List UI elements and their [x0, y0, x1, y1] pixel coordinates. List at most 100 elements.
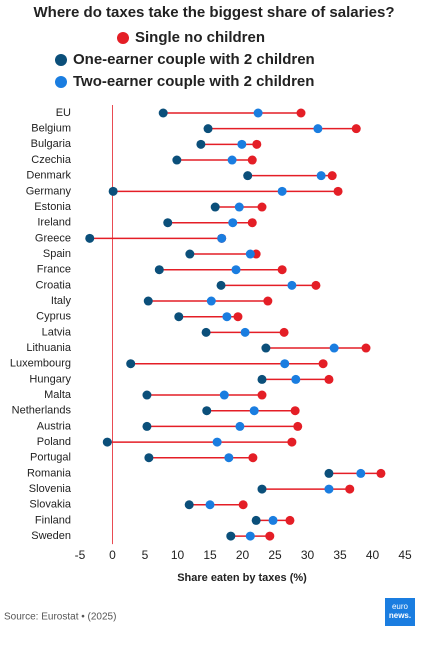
x-tick-label: 10 [171, 548, 185, 562]
legend-marker [117, 32, 129, 44]
dot [216, 280, 226, 290]
dot [224, 453, 234, 463]
category-label: Hungary [29, 373, 71, 385]
dot [333, 186, 343, 196]
category-label: Spain [43, 248, 71, 260]
x-tick-label: 15 [203, 548, 217, 562]
dot [345, 484, 355, 494]
dot [293, 421, 303, 431]
dot [233, 312, 243, 322]
dot [351, 124, 361, 134]
dot [174, 312, 184, 322]
dot [251, 515, 261, 525]
dot [234, 202, 244, 212]
legend-label: Two-earner couple with 2 children [73, 73, 314, 90]
category-label: EU [56, 107, 71, 119]
dot [316, 171, 326, 181]
x-tick-label: -5 [75, 548, 86, 562]
dot [228, 218, 238, 228]
dot [245, 249, 255, 259]
dot [240, 327, 250, 337]
dot [257, 202, 267, 212]
dot [268, 515, 278, 525]
dot [210, 202, 220, 212]
x-axis-label: Share eaten by taxes (%) [177, 572, 307, 584]
x-tick-label: 20 [236, 548, 250, 562]
dot [287, 437, 297, 447]
dot [261, 343, 271, 353]
dot [158, 108, 168, 118]
category-label: Latvia [42, 326, 72, 338]
dot [327, 171, 337, 181]
dot [263, 296, 273, 306]
dot [238, 500, 248, 510]
x-tick-label: 5 [142, 548, 149, 562]
dot [324, 468, 334, 478]
dot [257, 484, 267, 494]
dot [279, 327, 289, 337]
brand-logo [385, 598, 415, 626]
category-label: Finland [35, 514, 71, 526]
x-tick-label: 30 [301, 548, 315, 562]
dot [243, 171, 253, 181]
dot [252, 139, 262, 149]
category-label: France [37, 264, 71, 276]
dot [185, 249, 195, 259]
dot [196, 139, 206, 149]
dot [163, 218, 173, 228]
dot [108, 186, 118, 196]
chart-title: Where do taxes take the biggest share of… [34, 4, 395, 21]
dot [361, 343, 371, 353]
dot [324, 374, 334, 384]
category-label: Czechia [31, 154, 72, 166]
dot [142, 390, 152, 400]
category-label: Netherlands [12, 405, 72, 417]
dot [205, 500, 215, 510]
dot [290, 406, 300, 416]
dot [184, 500, 194, 510]
legend-label: One-earner couple with 2 children [73, 51, 315, 68]
dot [277, 265, 287, 275]
dot [318, 359, 328, 369]
category-label: Sweden [31, 530, 71, 542]
dot [143, 296, 153, 306]
dot [248, 453, 258, 463]
dot [227, 155, 237, 165]
dot [324, 484, 334, 494]
category-label: Belgium [31, 123, 71, 135]
dot [206, 296, 216, 306]
dot [231, 265, 241, 275]
category-label: Portugal [30, 452, 71, 464]
dot [172, 155, 182, 165]
dot [311, 280, 321, 290]
dot [356, 468, 366, 478]
dot [249, 406, 259, 416]
dot [126, 359, 136, 369]
dot [247, 218, 257, 228]
dot [203, 124, 213, 134]
category-label: Cyprus [36, 311, 71, 323]
dot [219, 390, 229, 400]
brand-text: news. [389, 611, 411, 620]
x-tick-label: 35 [333, 548, 347, 562]
category-label: Greece [35, 232, 71, 244]
legend-marker [55, 54, 67, 66]
dot [329, 343, 339, 353]
dot [85, 233, 95, 243]
dot [245, 531, 255, 541]
category-label: Italy [51, 295, 72, 307]
legend-marker [55, 76, 67, 88]
dot [265, 531, 275, 541]
dot [280, 359, 290, 369]
dot [102, 437, 112, 447]
category-label: Austria [37, 420, 72, 432]
dot [154, 265, 164, 275]
dot [217, 233, 227, 243]
dot [253, 108, 263, 118]
dot [277, 186, 287, 196]
x-tick-label: 45 [398, 548, 412, 562]
category-label: Estonia [34, 201, 72, 213]
dot [226, 531, 236, 541]
dot [287, 280, 297, 290]
